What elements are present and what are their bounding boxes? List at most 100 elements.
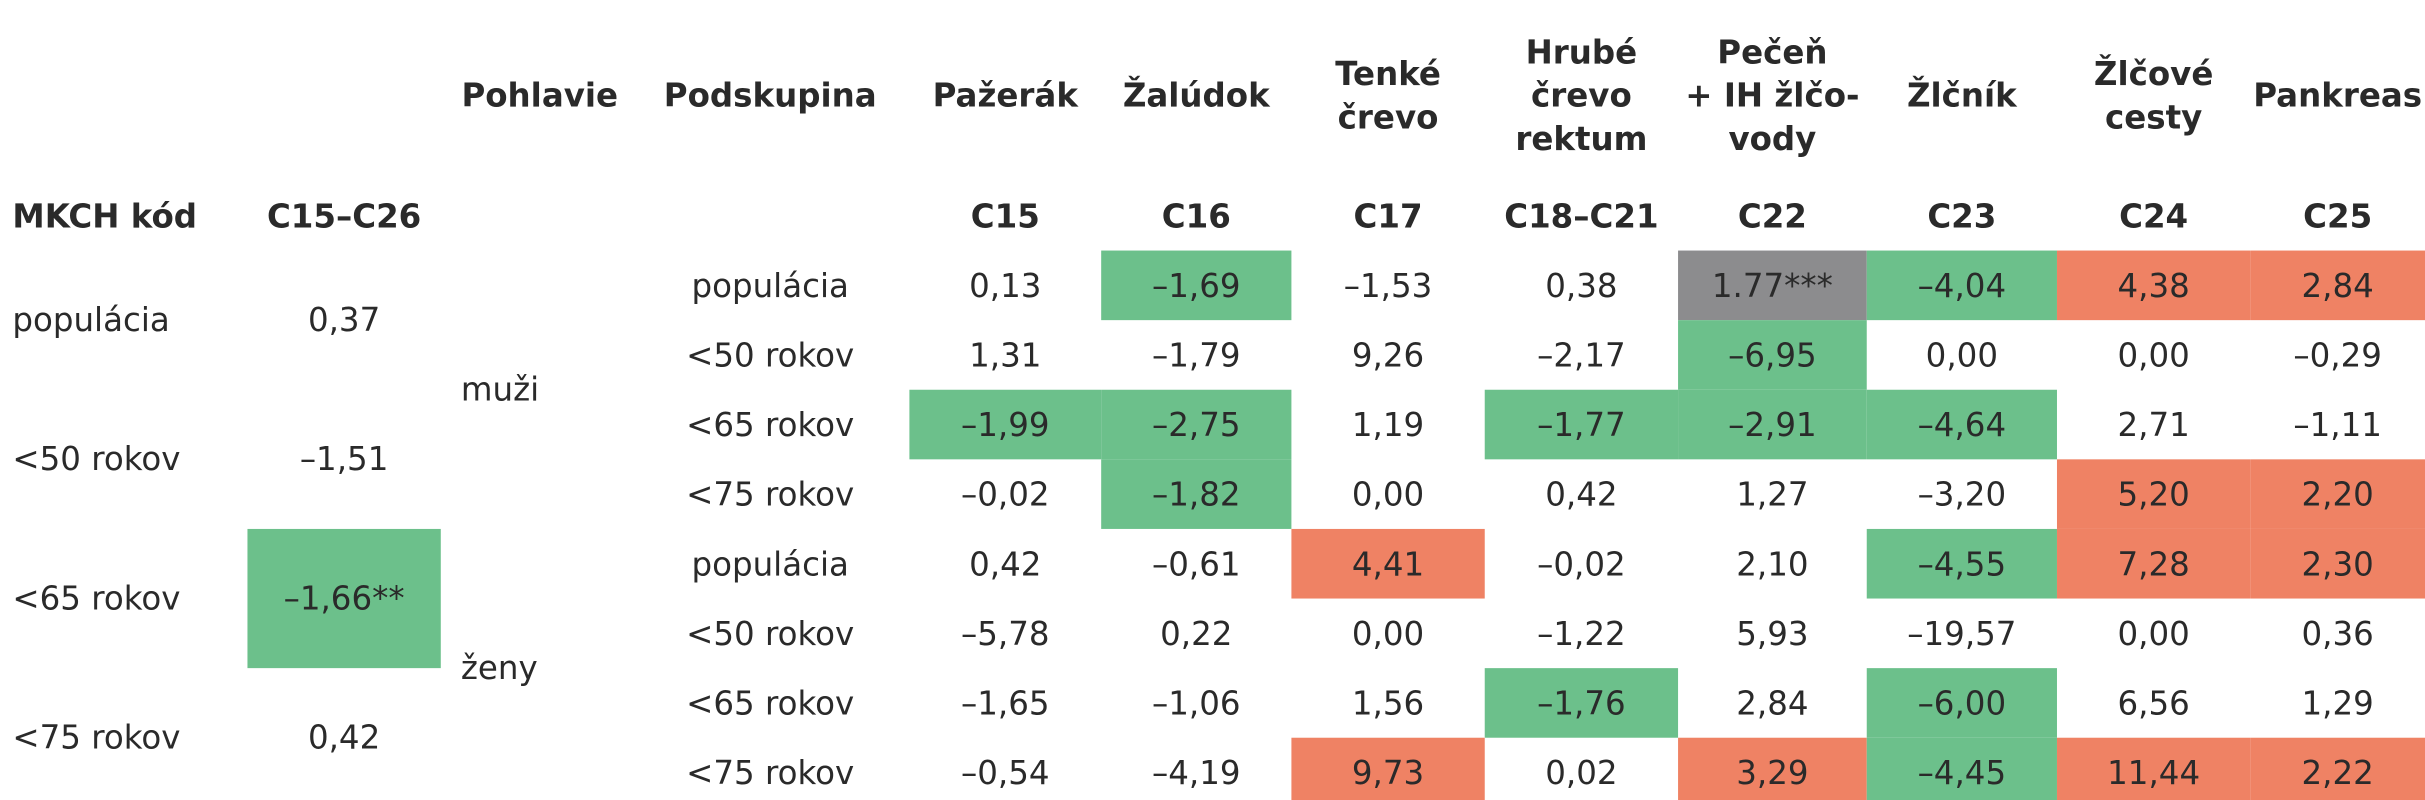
value-cell: –0,54	[960, 753, 1050, 792]
value-cell: –1,77	[1484, 389, 1679, 460]
value-cell: –1,99	[909, 389, 1102, 460]
value-cell: –1,82	[1101, 459, 1292, 529]
value-cell: 2,10	[1736, 545, 1809, 583]
value-cell: –4,55	[1866, 528, 2057, 599]
value-cell: 2,84	[2250, 250, 2425, 321]
value-cell: 1,31	[969, 336, 1042, 374]
summary-value: –1,51	[299, 440, 389, 478]
subgroup: <50 rokov	[686, 336, 855, 374]
value-cell: –2,17	[1537, 336, 1626, 374]
group-label: ženy	[460, 649, 538, 687]
value-cell: 6,56	[2117, 684, 2190, 722]
value-cell: –1,79	[1151, 336, 1241, 374]
code: C16	[1161, 197, 1231, 236]
value-cell: –6,00	[1866, 668, 2057, 738]
column-header: Pohlavie	[461, 77, 619, 115]
value-cell: –0,02	[1537, 545, 1626, 583]
value-cell: 1.77***	[1678, 250, 1867, 321]
code: C24	[2119, 197, 2189, 236]
summary-label: <50 rokov	[12, 440, 181, 478]
value-cell: 0,00	[2117, 614, 2190, 652]
column-header: Pečeň + IH žlčo- vody	[1685, 34, 1860, 158]
value-cell: 9,73	[1291, 737, 1485, 800]
summary-value: –1,66**	[247, 528, 441, 669]
value-cell: 1,29	[2301, 684, 2374, 722]
value-cell: –0,02	[960, 475, 1050, 513]
value-cell: 7,28	[2056, 528, 2251, 599]
value-cell: 2,84	[1736, 684, 1809, 722]
summary-label: <65 rokov	[12, 579, 181, 618]
code: C17	[1353, 197, 1423, 236]
code: C25	[2303, 197, 2373, 236]
value-cell: –6,95	[1678, 320, 1867, 390]
value-cell: 11,44	[2056, 737, 2251, 800]
column-header: Tenké črevo	[1335, 55, 1441, 137]
value-cell: 0,00	[2117, 336, 2190, 374]
value-cell: –4,64	[1866, 389, 2057, 460]
column-header: Žlčník	[1906, 77, 2017, 115]
value-cell: 2,71	[2117, 405, 2190, 444]
value-cell: –1,11	[2293, 405, 2382, 444]
value-cell: –1,76	[1484, 668, 1679, 738]
column-header: Podskupina	[663, 77, 877, 115]
value-cell: 1,19	[1351, 405, 1425, 444]
value-cell: –0,61	[1151, 545, 1241, 583]
value-cell: 0,00	[1351, 475, 1425, 513]
value-cell: 0,36	[2301, 614, 2374, 652]
value-cell: 5,93	[1736, 614, 1809, 652]
value-cell: 4,41	[1291, 528, 1485, 599]
column-header: Žlčové cesty	[2093, 55, 2214, 137]
value-cell: 0,42	[969, 545, 1042, 583]
value-cell: –1,53	[1343, 266, 1433, 304]
value-cell: –5,78	[960, 614, 1050, 652]
code: C18–C21	[1504, 197, 1659, 236]
value-cell: 0,22	[1160, 614, 1233, 652]
value-cell: 0,13	[969, 266, 1042, 304]
code-total: C15–C26	[266, 197, 422, 236]
subgroup: <75 rokov	[686, 753, 855, 792]
subgroup: <75 rokov	[686, 475, 855, 513]
value-cell: 0,00	[1351, 614, 1425, 652]
subgroup: populácia	[691, 266, 849, 304]
value-cell: 2,20	[2250, 459, 2425, 529]
code: C15	[970, 197, 1040, 236]
value-cell: –1,22	[1537, 614, 1626, 652]
value-cell: 2,30	[2250, 528, 2425, 599]
value-cell: 9,26	[1351, 336, 1425, 374]
value-cell: –4,04	[1866, 250, 2057, 321]
subgroup: populácia	[691, 545, 849, 583]
summary-label: <75 rokov	[12, 719, 181, 757]
value-cell: –4,45	[1866, 737, 2057, 800]
value-cell: –3,20	[1917, 475, 2007, 513]
column-header: Pankreas	[2253, 77, 2423, 115]
value-cell: 1,27	[1736, 475, 1809, 513]
value-cell: –2,75	[1101, 389, 1292, 460]
value-cell: –1,06	[1151, 684, 1241, 722]
value-cell: 2,22	[2250, 737, 2425, 800]
code: C22	[1737, 197, 1807, 236]
summary-value: 0,37	[307, 301, 381, 339]
value-cell: –19,57	[1907, 614, 2017, 652]
value-cell: 3,29	[1678, 737, 1867, 800]
summary-label: populácia	[12, 301, 170, 339]
value-cell: –1,65	[960, 684, 1050, 722]
value-cell: 4,38	[2056, 250, 2251, 321]
value-cell: 5,20	[2056, 459, 2251, 529]
column-header: Hrubé črevo rektum	[1515, 34, 1648, 158]
subgroup: <65 rokov	[686, 405, 855, 444]
value-cell: –2,91	[1678, 389, 1867, 460]
column-header: Pažerák	[932, 77, 1078, 115]
code: C23	[1927, 197, 1997, 236]
value-cell: 0,42	[1545, 475, 1618, 513]
value-cell: 0,38	[1545, 266, 1618, 304]
subgroup: <65 rokov	[686, 684, 855, 722]
value-cell: 0,00	[1925, 336, 1999, 374]
subgroup: <50 rokov	[686, 614, 855, 652]
value-cell: 1,56	[1351, 684, 1425, 722]
summary-value: 0,42	[307, 719, 381, 757]
column-header: Žalúdok	[1122, 77, 1270, 115]
group-label: muži	[460, 371, 540, 409]
value-cell: –1,69	[1101, 250, 1292, 321]
